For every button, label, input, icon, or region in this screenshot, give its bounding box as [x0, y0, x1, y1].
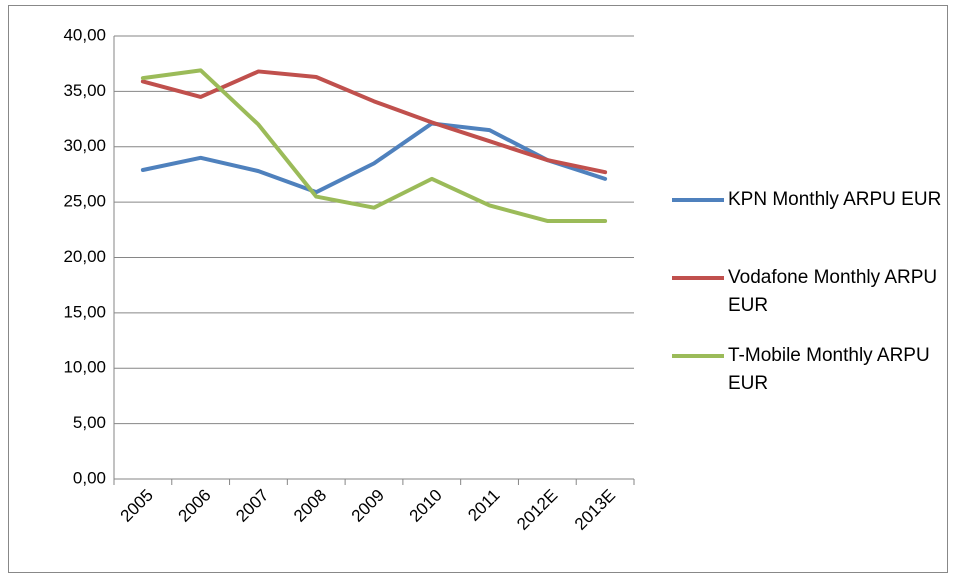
- y-tick-label: 10,00: [63, 358, 106, 377]
- series-line: [140, 68, 608, 223]
- y-tick-label: 20,00: [63, 247, 106, 266]
- y-tick-label: 15,00: [63, 302, 106, 321]
- y-tick-label: 5,00: [73, 413, 106, 432]
- chart-border: [8, 5, 948, 573]
- y-tick-label: 35,00: [63, 81, 106, 100]
- y-tick-label: 40,00: [63, 25, 106, 44]
- legend-label: KPN Monthly ARPU EUR: [728, 189, 942, 210]
- y-tick-label: 0,00: [73, 468, 106, 487]
- y-tick-label: 30,00: [63, 136, 106, 155]
- series-line: [140, 121, 608, 195]
- y-tick-label: 25,00: [63, 192, 106, 211]
- legend-label: Vodafone Monthly ARPU EUR: [728, 267, 938, 316]
- legend-label: T-Mobile Monthly ARPU EUR: [728, 345, 930, 394]
